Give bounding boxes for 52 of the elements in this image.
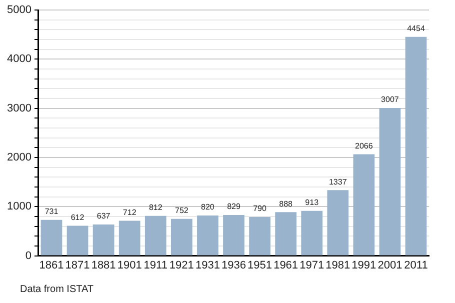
x-tick-label: 1936	[221, 259, 246, 272]
x-tick-label: 1861	[39, 259, 64, 272]
bar	[301, 210, 323, 256]
x-tick-label: 1961	[274, 259, 298, 272]
bar	[275, 212, 296, 256]
y-tick-label: 0	[25, 250, 32, 262]
bar	[197, 215, 218, 256]
y-tick-label: 4000	[6, 53, 32, 66]
data-label: 712	[122, 208, 137, 217]
y-tick-label: 3000	[6, 102, 32, 114]
data-label: 820	[201, 202, 215, 212]
x-tick-label: 1871	[65, 259, 90, 272]
bar	[170, 218, 192, 256]
x-tick-label: 1921	[169, 259, 194, 272]
x-tick-label: 1901	[117, 259, 142, 272]
data-label: 790	[253, 204, 267, 214]
bar	[379, 108, 401, 256]
x-tick-label: 1991	[352, 259, 376, 272]
data-label: 3007	[381, 95, 400, 104]
bar	[66, 226, 88, 256]
bar	[92, 224, 114, 256]
data-label: 829	[227, 202, 241, 212]
data-label: 913	[305, 198, 320, 208]
x-tick-label: 2001	[378, 259, 402, 272]
y-tick-label: 5000	[6, 4, 32, 16]
data-label: 1337	[328, 177, 348, 186]
data-label: 888	[279, 199, 294, 208]
data-label: 612	[70, 212, 85, 222]
data-label: 752	[174, 206, 189, 216]
x-tick-label: 1971	[300, 259, 324, 272]
x-tick-label: 1931	[195, 259, 220, 272]
data-label: 731	[44, 207, 59, 216]
x-tick-label: 1881	[91, 259, 116, 272]
y-tick-label: 1000	[6, 200, 32, 213]
bar	[405, 36, 427, 256]
data-label: 812	[148, 203, 163, 212]
bar	[223, 215, 244, 256]
bar	[353, 154, 375, 256]
x-tick-label: 1911	[144, 259, 168, 272]
data-label: 2066	[355, 141, 374, 150]
bar	[118, 220, 140, 256]
bar	[40, 220, 62, 256]
y-tick-label: 2000	[6, 152, 32, 164]
data-label: 637	[96, 212, 111, 221]
bar	[249, 216, 270, 256]
x-tick-label: 1951	[248, 259, 272, 272]
text: Data from ISTAT	[20, 284, 94, 295]
data-label: 4454	[407, 24, 426, 34]
x-tick-label: 2011	[404, 259, 428, 272]
x-tick-label: 1981	[326, 259, 350, 272]
bar	[327, 190, 349, 256]
bar	[144, 216, 166, 256]
